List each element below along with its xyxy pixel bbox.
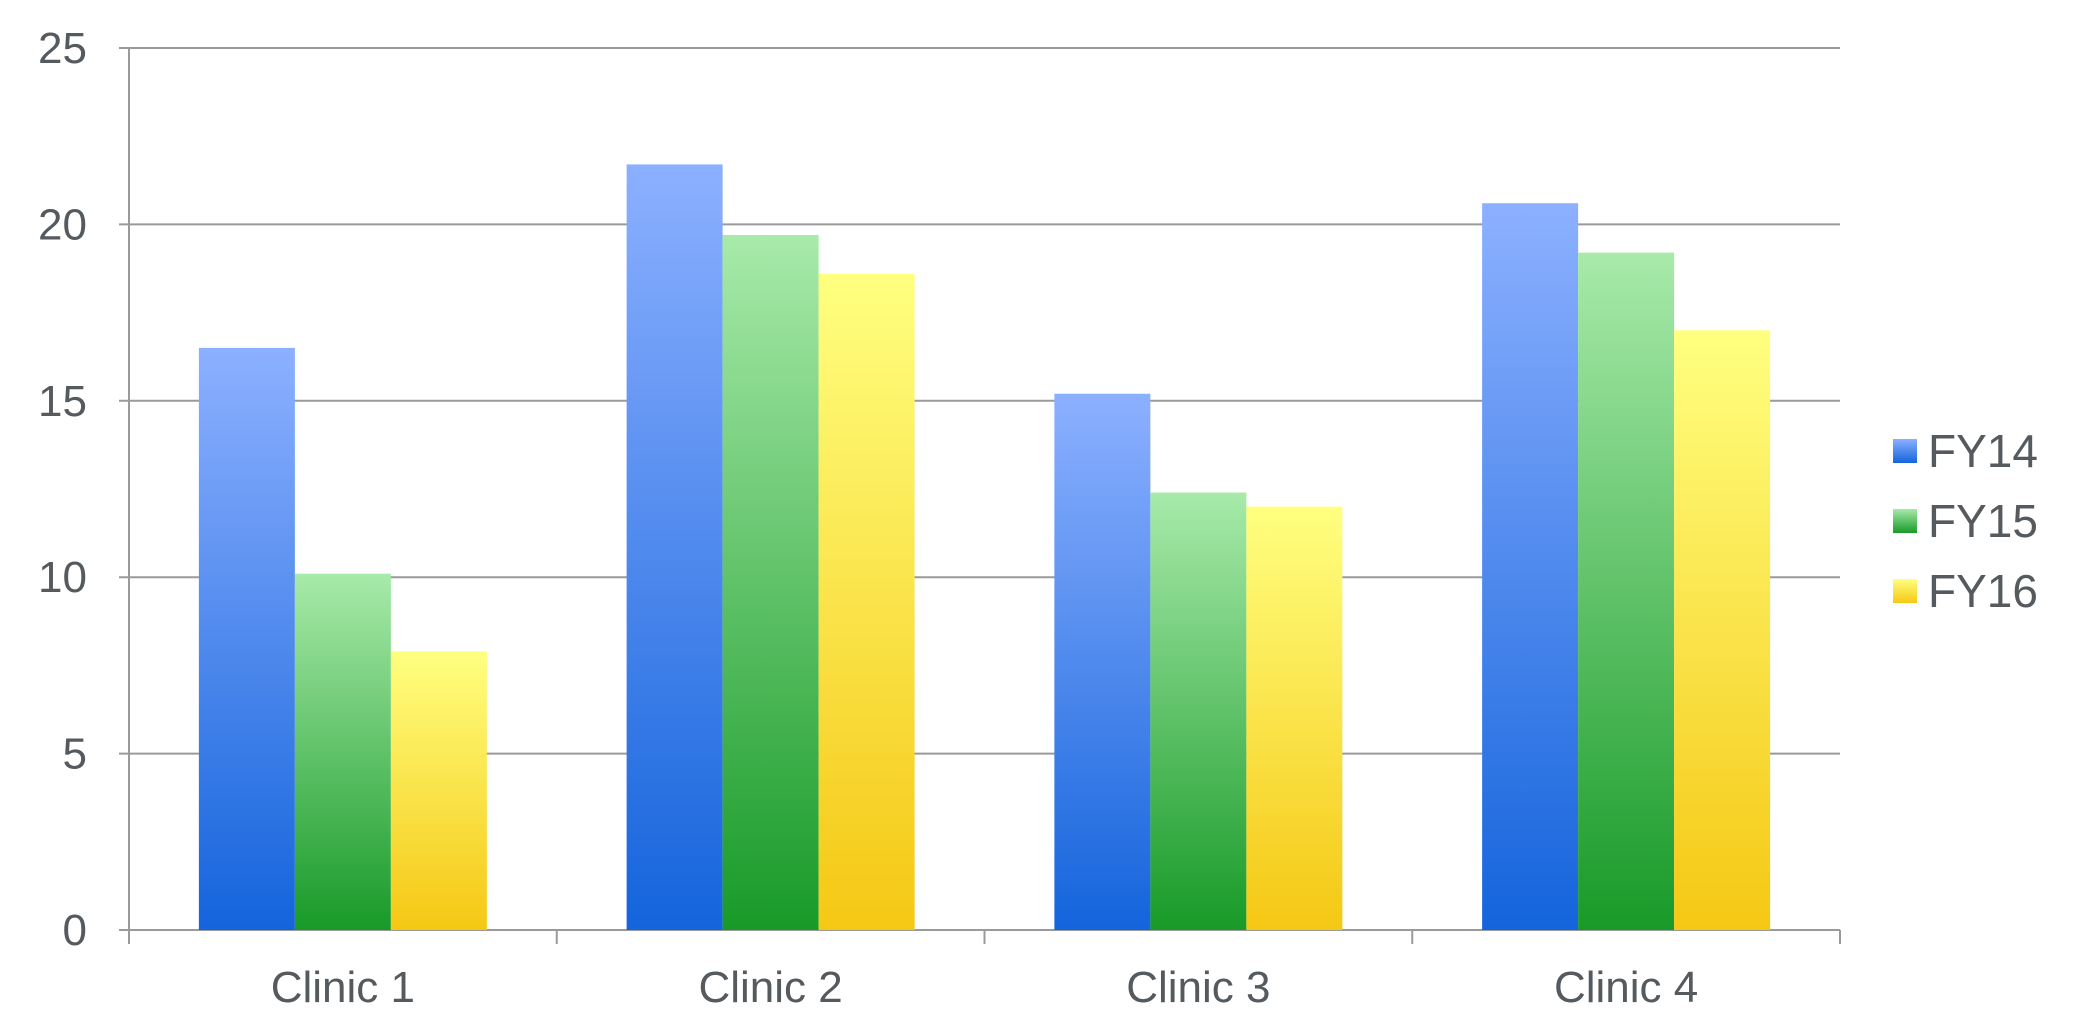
- bar-fy14-clinic-4: [1482, 203, 1579, 930]
- bar-fy16-clinic-2: [818, 273, 915, 930]
- y-tick-label: 10: [38, 553, 87, 602]
- bar-fy14-clinic-3: [1054, 393, 1151, 930]
- x-category-label: Clinic 4: [1554, 963, 1698, 1011]
- bar-fy16-clinic-4: [1674, 330, 1771, 930]
- bar-fy16-clinic-3: [1246, 506, 1343, 930]
- y-tick-label: 20: [38, 200, 87, 249]
- y-tick-label: 15: [38, 377, 87, 426]
- bars: [198, 164, 1771, 930]
- x-category-label: Clinic 3: [1126, 963, 1270, 1011]
- legend-label-fy14: FY14: [1928, 425, 2038, 477]
- legend-label-fy15: FY15: [1928, 495, 2038, 547]
- y-axis-tick-labels: 0 5 10 15 20 25: [38, 24, 87, 955]
- legend-swatch-fy16: [1893, 579, 1917, 603]
- bar-fy14-clinic-1: [198, 347, 295, 930]
- bar-fy15-clinic-4: [1578, 252, 1675, 930]
- bar-fy15-clinic-3: [1150, 492, 1247, 930]
- legend-label-fy16: FY16: [1928, 565, 2038, 617]
- x-axis-category-labels: Clinic 1 Clinic 2 Clinic 3 Clinic 4: [271, 963, 1699, 1011]
- legend: FY14 FY15 FY16: [1893, 425, 2038, 617]
- legend-swatch-fy14: [1893, 439, 1917, 463]
- y-tick-label: 5: [63, 730, 87, 779]
- bar-fy14-clinic-2: [626, 164, 723, 930]
- y-tick-label: 0: [63, 906, 87, 955]
- x-category-label: Clinic 1: [271, 963, 415, 1011]
- bar-fy16-clinic-1: [390, 651, 487, 930]
- legend-swatch-fy15: [1893, 509, 1917, 533]
- x-category-label: Clinic 2: [698, 963, 842, 1011]
- bar-fy15-clinic-1: [294, 573, 391, 930]
- bar-fy15-clinic-2: [722, 234, 819, 930]
- y-tick-label: 25: [38, 24, 87, 73]
